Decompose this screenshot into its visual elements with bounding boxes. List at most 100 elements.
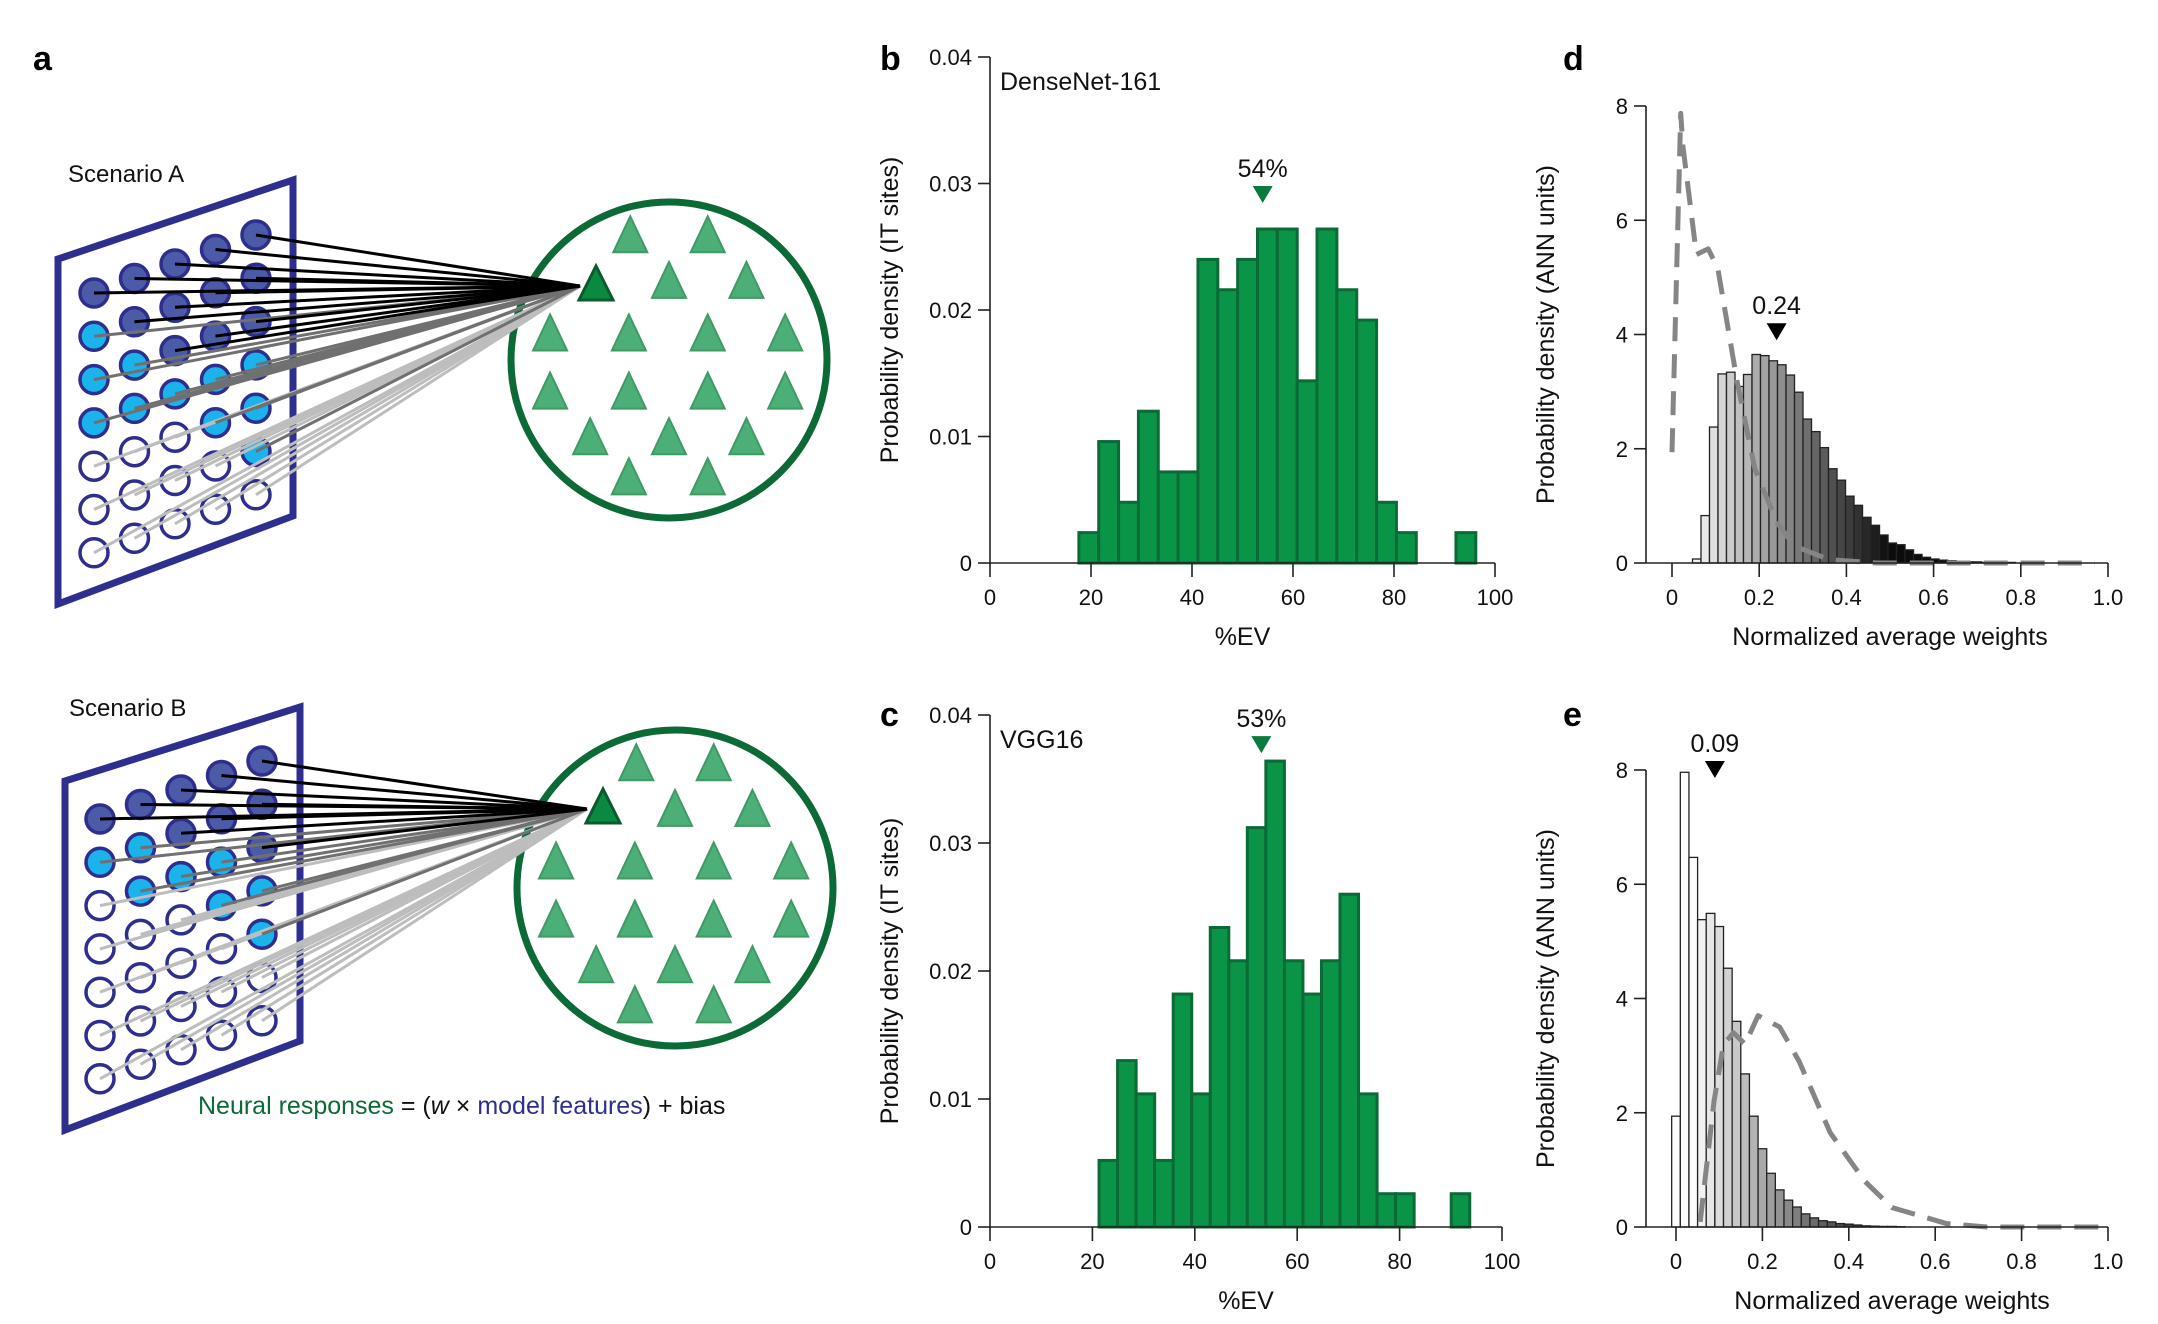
histogram-bar — [1375, 500, 1398, 565]
histogram-bar — [1335, 288, 1359, 565]
x-tick-label: 80 — [1387, 1249, 1411, 1274]
x-axis-label: Normalized average weights — [1732, 623, 2047, 651]
weight-line-moderate — [255, 284, 581, 367]
dashed-density-line — [1697, 1013, 2104, 1230]
it-site-triangle — [689, 312, 727, 352]
histogram-bar — [1671, 1115, 1681, 1228]
it-site-triangle — [616, 898, 654, 938]
it-site-triangle — [616, 983, 654, 1024]
weight-line-moderate — [261, 807, 588, 936]
panel-letter-d: d — [1563, 40, 1584, 78]
weight-line-weak — [214, 284, 581, 511]
weight-line-weak — [261, 807, 588, 1023]
it-site-triangle — [611, 213, 649, 254]
weight-line-strong — [215, 284, 581, 295]
it-population-circle — [513, 726, 837, 1050]
target-it-site-triangle — [583, 785, 623, 825]
histogram-bar — [1817, 1220, 1828, 1228]
histogram-bar — [1171, 992, 1194, 1229]
y-tick-label: 8 — [1616, 94, 1628, 119]
weight-line-strong — [221, 774, 588, 811]
weight-line-weak — [255, 284, 581, 497]
scenario-a-diagram: Scenario A — [54, 161, 831, 610]
histogram-bar — [1255, 227, 1279, 565]
histogram-bar — [1853, 504, 1864, 564]
x-tick-label: 0.2 — [1744, 585, 1775, 610]
x-tick-label: 0.6 — [1920, 1249, 1951, 1274]
y-tick-label: 0 — [960, 1215, 972, 1240]
it-site-triangle — [727, 259, 766, 299]
x-tick-label: 20 — [1080, 1249, 1104, 1274]
histogram-bar — [1153, 1158, 1175, 1229]
weight-line-strong — [215, 248, 581, 288]
weight-line-strong — [215, 284, 581, 338]
panel-letter-e: e — [1563, 696, 1582, 734]
x-tick-label: 0.8 — [2006, 1249, 2037, 1274]
weight-line-strong — [180, 807, 588, 835]
histogram-bar — [1338, 892, 1361, 1229]
histogram-bar — [1216, 288, 1240, 565]
it-site-triangle — [772, 898, 810, 938]
histogram-bar — [1700, 514, 1711, 564]
weight-line-strong — [221, 807, 588, 821]
histogram-bar — [1742, 373, 1753, 564]
it-site-triangle — [610, 312, 648, 352]
y-tick-label: 6 — [1616, 872, 1628, 897]
y-tick-label: 0.01 — [929, 1087, 972, 1112]
weight-line-strong — [261, 759, 588, 811]
weight-line-moderate — [255, 284, 581, 410]
it-site-triangle — [656, 943, 694, 984]
x-tick-label: 20 — [1079, 585, 1103, 610]
it-site-triangle — [766, 312, 804, 352]
equation-bias: ) + bias — [643, 1092, 726, 1120]
histogram-bar — [1301, 992, 1323, 1229]
histogram-bar — [1809, 1217, 1820, 1228]
histogram-bar — [1116, 1059, 1138, 1229]
y-tick-label: 0 — [1616, 551, 1628, 576]
histogram-bar — [1783, 1199, 1794, 1228]
equation: Neural responses = (w × model features) … — [198, 1092, 725, 1120]
histogram-bar — [1800, 1213, 1811, 1228]
x-tick-label: 60 — [1285, 1249, 1309, 1274]
histogram-bar — [1793, 391, 1804, 564]
it-site-triangle — [695, 983, 733, 1024]
it-site-triangle — [689, 213, 727, 254]
histogram-bar — [1375, 1192, 1398, 1229]
panel-letter-a: a — [33, 40, 53, 78]
y-tick-label: 8 — [1616, 758, 1628, 783]
it-site-triangle — [531, 370, 569, 410]
it-site-triangle — [650, 415, 688, 456]
weight-line-moderate — [140, 807, 588, 850]
x-tick-label: 0.8 — [2006, 585, 2037, 610]
histogram-bar — [1227, 959, 1249, 1229]
y-tick-label: 0.02 — [929, 959, 972, 984]
histogram-bar — [1731, 1020, 1742, 1228]
weight-line-strong — [255, 276, 581, 288]
x-tick-label: 0.4 — [1834, 1249, 1865, 1274]
histogram-bar — [1357, 1092, 1379, 1229]
histogram-bar — [1740, 1073, 1751, 1228]
chart-c-vgg16-histogram: 0 0.01 0.02 0.03 0.04 0 20 40 60 80 100 %EV Probabil… — [876, 703, 1520, 1315]
histogram-bar — [1355, 318, 1379, 565]
y-tick-label: 0 — [1616, 1215, 1628, 1240]
histogram-bar — [1394, 1192, 1416, 1229]
model-name-label: VGG16 — [1000, 726, 1083, 754]
it-site-triangle — [537, 840, 575, 880]
histogram-bar — [1895, 544, 1906, 564]
weight-line-strong — [255, 233, 581, 288]
x-tick-label: 0.2 — [1747, 1249, 1778, 1274]
weight-line-moderate — [261, 807, 588, 893]
it-site-triangle — [617, 741, 655, 782]
x-tick-label: 0.6 — [1918, 585, 1949, 610]
x-axis-label: %EV — [1218, 1287, 1274, 1315]
median-marker-triangle — [1766, 323, 1787, 341]
x-tick-label: 80 — [1382, 585, 1406, 610]
x-tick-label: 0 — [1670, 1249, 1682, 1274]
median-marker-triangle — [1704, 761, 1725, 778]
histogram-bar — [1734, 385, 1745, 564]
y-tick-label: 4 — [1616, 323, 1628, 348]
median-marker-label: 0.09 — [1691, 730, 1740, 758]
it-site-triangle — [689, 370, 727, 410]
x-axis-label: %EV — [1215, 623, 1271, 651]
x-tick-label: 60 — [1281, 585, 1305, 610]
